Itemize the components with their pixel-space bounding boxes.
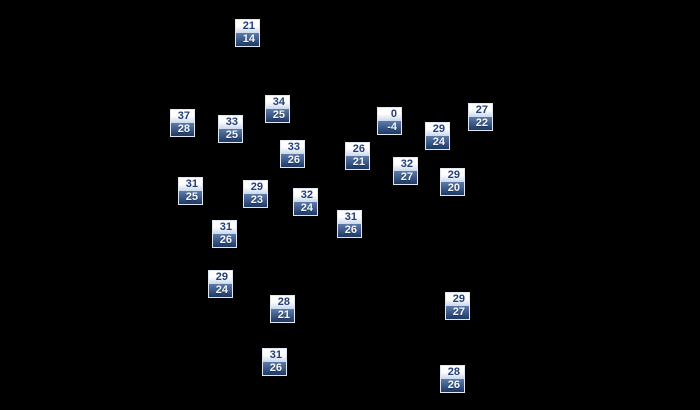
low-temp: 25 — [179, 191, 202, 204]
low-temp: 21 — [346, 156, 369, 169]
temp-marker[interactable]: 34 25 — [265, 95, 290, 123]
high-temp: 31 — [263, 349, 286, 362]
high-temp: 28 — [271, 296, 294, 309]
high-temp: 31 — [179, 178, 202, 191]
high-temp: 26 — [346, 143, 369, 156]
temp-marker[interactable]: 0 -4 — [377, 107, 402, 135]
low-temp: 25 — [266, 109, 289, 122]
low-temp: 24 — [426, 136, 449, 149]
low-temp: 28 — [171, 123, 194, 136]
high-temp: 28 — [441, 366, 464, 379]
high-temp: 29 — [446, 293, 469, 306]
temp-marker[interactable]: 29 27 — [445, 292, 470, 320]
temp-marker[interactable]: 26 21 — [345, 142, 370, 170]
temp-marker[interactable]: 27 22 — [468, 103, 493, 131]
low-temp: 25 — [219, 129, 242, 142]
high-temp: 31 — [213, 221, 236, 234]
high-temp: 33 — [281, 141, 304, 154]
high-temp: 32 — [294, 189, 317, 202]
temp-marker[interactable]: 33 25 — [218, 115, 243, 143]
low-temp: 21 — [271, 309, 294, 322]
high-temp: 21 — [236, 20, 259, 33]
temp-marker[interactable]: 32 24 — [293, 188, 318, 216]
low-temp: 26 — [338, 224, 361, 237]
temp-marker[interactable]: 29 23 — [243, 180, 268, 208]
high-temp: 31 — [338, 211, 361, 224]
temp-marker[interactable]: 29 24 — [208, 270, 233, 298]
temp-marker[interactable]: 29 24 — [425, 122, 450, 150]
low-temp: 26 — [213, 234, 236, 247]
temp-marker[interactable]: 33 26 — [280, 140, 305, 168]
temp-marker[interactable]: 29 20 — [440, 168, 465, 196]
low-temp: 24 — [209, 284, 232, 297]
high-temp: 37 — [171, 110, 194, 123]
low-temp: 27 — [446, 306, 469, 319]
temp-marker[interactable]: 28 26 — [440, 365, 465, 393]
high-temp: 29 — [244, 181, 267, 194]
high-temp: 29 — [441, 169, 464, 182]
low-temp: -4 — [378, 121, 401, 134]
temp-marker[interactable]: 31 26 — [262, 348, 287, 376]
low-temp: 27 — [394, 171, 417, 184]
temp-marker[interactable]: 21 14 — [235, 19, 260, 47]
high-temp: 32 — [394, 158, 417, 171]
high-temp: 33 — [219, 116, 242, 129]
high-temp: 29 — [426, 123, 449, 136]
low-temp: 26 — [281, 154, 304, 167]
low-temp: 22 — [469, 117, 492, 130]
low-temp: 26 — [441, 379, 464, 392]
high-temp: 0 — [378, 108, 401, 121]
low-temp: 23 — [244, 194, 267, 207]
temp-marker[interactable]: 32 27 — [393, 157, 418, 185]
low-temp: 20 — [441, 182, 464, 195]
low-temp: 14 — [236, 33, 259, 46]
temp-marker[interactable]: 28 21 — [270, 295, 295, 323]
temp-marker[interactable]: 37 28 — [170, 109, 195, 137]
high-temp: 29 — [209, 271, 232, 284]
temp-marker[interactable]: 31 26 — [212, 220, 237, 248]
low-temp: 24 — [294, 202, 317, 215]
temp-marker[interactable]: 31 25 — [178, 177, 203, 205]
high-temp: 34 — [266, 96, 289, 109]
temp-marker[interactable]: 31 26 — [337, 210, 362, 238]
low-temp: 26 — [263, 362, 286, 375]
high-temp: 27 — [469, 104, 492, 117]
